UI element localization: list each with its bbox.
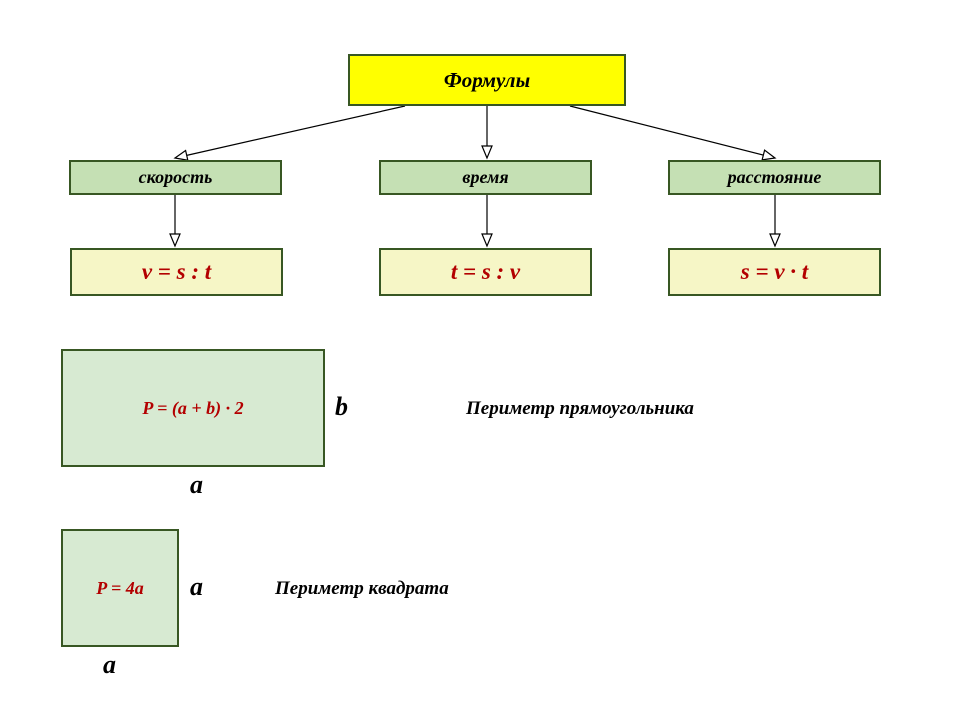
cat-time-text: время [462,167,508,188]
title-box: Формулы [348,54,626,106]
rectangle-shape: P = (a + b) · 2 [61,349,325,467]
rect-side-a-label: a [190,470,203,500]
rectangle-caption: Периметр прямоугольника [466,398,694,420]
formula-distance: s = v · t [668,248,881,296]
square-caption: Периметр квадрата [275,578,449,600]
rect-formula: P = (a + b) · 2 [142,398,243,419]
formula-t-text: t = s : v [451,259,520,285]
formula-s-text: s = v · t [741,259,808,285]
square-side-bottom-label: a [103,650,116,680]
square-shape: P = 4a [61,529,179,647]
rect-side-b-label: b [335,392,348,422]
formula-speed: v = s : t [70,248,283,296]
title-text: Формулы [444,68,530,93]
category-distance: расстояние [668,160,881,195]
square-side-right-label: a [190,572,203,602]
category-speed: скорость [69,160,282,195]
square-formula: P = 4a [96,578,144,599]
cat-dist-text: расстояние [728,167,822,188]
formula-v-text: v = s : t [142,259,211,285]
diagram-stage: Формулы скорость время расстояние v = s … [0,0,960,720]
formula-time: t = s : v [379,248,592,296]
category-time: время [379,160,592,195]
cat-speed-text: скорость [139,167,213,188]
